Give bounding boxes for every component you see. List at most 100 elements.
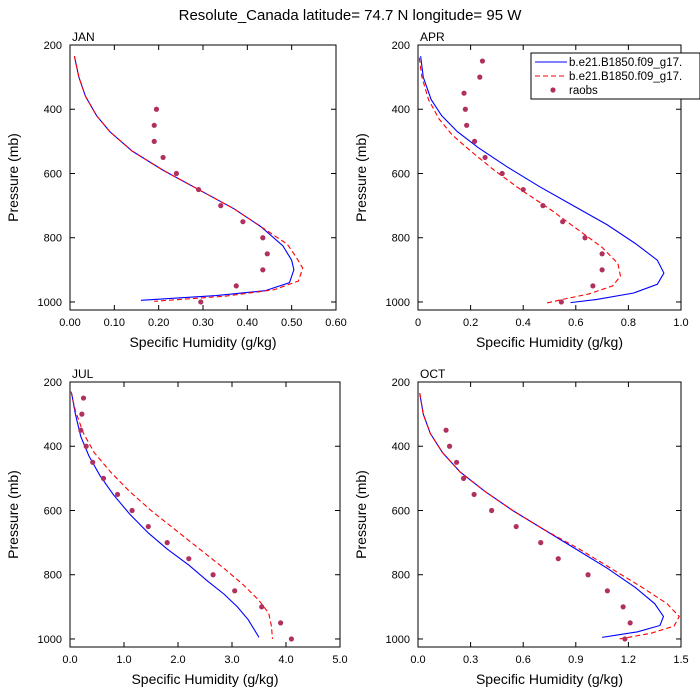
series-line-dashed <box>418 57 622 305</box>
raobs-point <box>151 138 157 144</box>
raobs-point <box>145 523 151 530</box>
y-tick-label: 800 <box>392 233 410 245</box>
x-tick-label: 0.50 <box>281 317 302 329</box>
raobs-point <box>259 604 265 610</box>
raobs-point <box>558 299 564 305</box>
raobs-point <box>260 267 266 273</box>
legend-label: b.e21.B1850.f09_g17. <box>569 71 682 83</box>
raobs-point <box>195 186 202 193</box>
series-line-solid <box>73 56 295 301</box>
panel-apr: 0 0.2 0.4 0.6 0.8 1.0 200 400 600 800 1000 APR Speci… <box>353 30 689 350</box>
y-axis-label: Pressure (mb) <box>5 470 21 559</box>
y-tick-label: 200 <box>392 377 410 389</box>
raobs-point <box>83 443 89 449</box>
x-tick-label: 0.4 <box>516 317 531 329</box>
y-tick-label: 600 <box>44 168 62 180</box>
raobs-point <box>599 251 605 257</box>
raobs-point <box>288 636 294 642</box>
y-tick-label: 400 <box>44 104 62 116</box>
y-axis-label: Pressure (mb) <box>5 133 21 222</box>
raobs-point <box>622 636 628 642</box>
panel-label: JUL <box>72 367 94 381</box>
raobs-point <box>489 507 495 514</box>
raobs-point <box>453 459 460 465</box>
raobs-point <box>477 74 483 80</box>
x-tick-label: 0.60 <box>325 317 346 329</box>
panel-oct: 0.0 0.3 0.6 0.9 1.2 1.5 200 400 600 800 1000 OCT Spe… <box>353 367 689 687</box>
figure-title: Resolute_Canada latitude= 74.7 N longitu… <box>179 7 523 24</box>
x-tick-label: 1.0 <box>673 317 688 329</box>
raobs-point <box>471 138 478 144</box>
raobs-point <box>627 620 633 626</box>
x-tick-label: 0.0 <box>62 654 77 666</box>
raobs-point <box>585 572 591 578</box>
x-tick-label: 0.20 <box>148 317 169 329</box>
raobs-point <box>538 540 544 546</box>
raobs-point <box>260 235 266 241</box>
x-axis-label: Specific Humidity (g/kg) <box>131 671 278 687</box>
raobs-point <box>153 106 160 112</box>
y-tick-label: 400 <box>44 441 62 453</box>
x-tick-label: 5.0 <box>332 654 347 666</box>
series-line-dashed <box>70 391 274 640</box>
series-line-solid <box>420 56 665 304</box>
plot-frame <box>69 381 341 648</box>
raobs-point <box>461 90 467 96</box>
raobs-point <box>462 106 468 112</box>
y-tick-label: 1000 <box>386 297 410 309</box>
y-tick-label: 600 <box>44 505 62 517</box>
x-axis-label: Specific Humidity (g/kg) <box>476 671 623 687</box>
raobs-point <box>151 122 157 128</box>
raobs-point <box>164 540 170 546</box>
panel-label: APR <box>420 30 445 44</box>
raobs-point <box>129 507 135 514</box>
raobs-point <box>464 122 470 128</box>
x-tick-label: 0.0 <box>410 654 425 666</box>
x-tick-label: 0.6 <box>568 317 583 329</box>
x-tick-label: 0.40 <box>237 317 258 329</box>
x-tick-label: 1.0 <box>116 654 131 666</box>
x-tick-label: 0.2 <box>463 317 478 329</box>
raobs-point <box>590 283 596 289</box>
raobs-point <box>499 170 505 177</box>
raobs-point <box>604 588 610 594</box>
raobs-point <box>186 556 192 562</box>
plot-frame <box>69 44 337 311</box>
panel-label: OCT <box>420 367 446 381</box>
y-tick-label: 200 <box>44 377 62 389</box>
panel-label: JAN <box>72 30 95 44</box>
y-axis-label: Pressure (mb) <box>353 470 369 559</box>
raobs-point <box>160 154 166 161</box>
y-tick-label: 200 <box>44 40 62 52</box>
raobs-point <box>210 572 216 578</box>
y-tick-label: 800 <box>44 570 62 582</box>
plot-frame <box>417 381 682 648</box>
legend-label: b.e21.B1850.f09_g17. <box>569 57 682 69</box>
raobs-point <box>114 491 121 498</box>
raobs-point <box>278 620 284 626</box>
raobs-point <box>555 556 561 562</box>
x-tick-label: 0.9 <box>568 654 583 666</box>
raobs-point <box>218 203 224 209</box>
raobs-point <box>240 219 246 225</box>
raobs-point <box>90 459 96 465</box>
x-tick-label: 0.30 <box>192 317 213 329</box>
y-tick-label: 600 <box>392 505 410 517</box>
y-tick-label: 1000 <box>38 634 62 646</box>
x-tick-label: 0.3 <box>463 654 478 666</box>
legend-marker-dots <box>550 87 556 93</box>
raobs-point <box>173 170 179 177</box>
y-tick-label: 800 <box>44 233 62 245</box>
plot-frame <box>417 44 682 311</box>
y-tick-label: 600 <box>392 168 410 180</box>
x-tick-label: 3.0 <box>224 654 239 666</box>
x-tick-label: 0.6 <box>516 654 531 666</box>
raobs-point <box>599 267 605 273</box>
y-tick-label: 400 <box>392 441 410 453</box>
series-line-solid <box>71 393 260 638</box>
raobs-point <box>79 411 85 417</box>
y-tick-label: 1000 <box>38 297 62 309</box>
raobs-point <box>560 219 566 225</box>
y-tick-label: 1000 <box>386 634 410 646</box>
